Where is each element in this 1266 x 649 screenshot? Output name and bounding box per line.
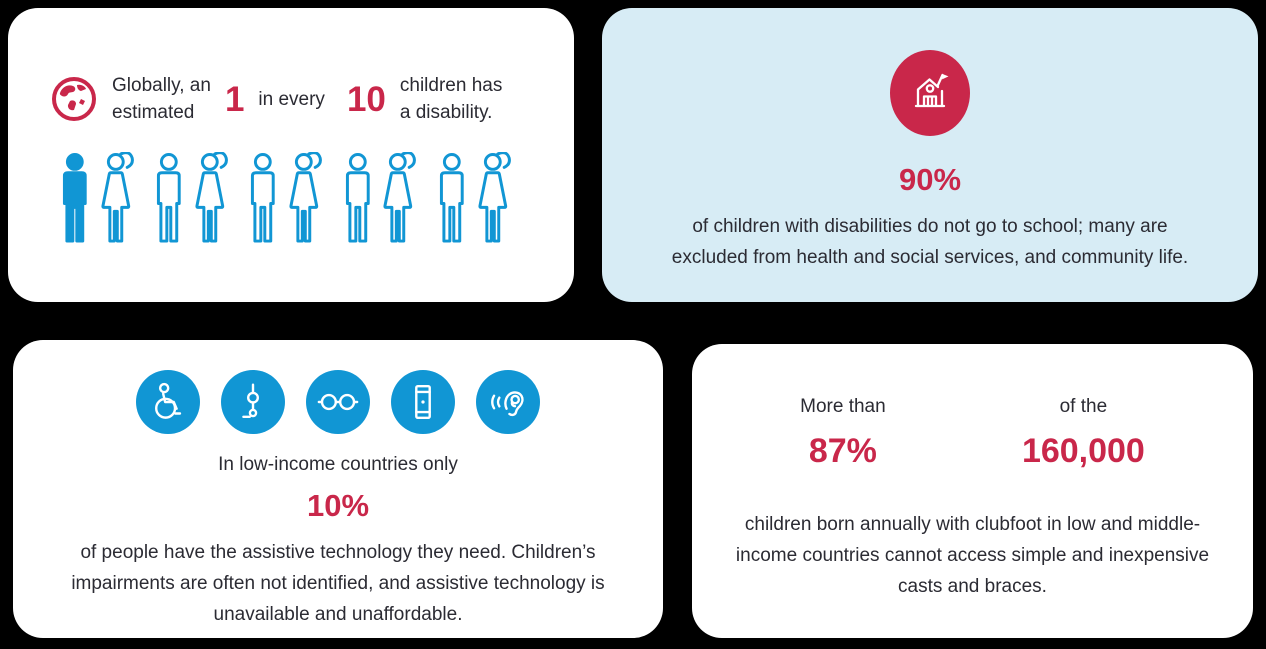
- card3-line2: impairments are often not identified, an…: [71, 573, 605, 594]
- card3-stat: 10%: [306, 488, 370, 523]
- card1-stat-ten: 10: [346, 79, 386, 119]
- card4-col2-stat: 160,000: [1021, 432, 1145, 470]
- card4-line2: income countries cannot access simple an…: [735, 545, 1210, 566]
- card3-paragraph: of people have the assistive technology …: [71, 537, 604, 630]
- person-icon-female: [475, 152, 515, 247]
- card1-intro-line1: Globally, an: [112, 75, 211, 96]
- card-assistive-technology-stat: In low-income countries only 10% of peop…: [13, 340, 663, 638]
- card4-line1: children born annually with clubfoot in …: [744, 514, 1201, 535]
- card-school-exclusion-stat: 90% of children with disabilities do not…: [602, 8, 1258, 302]
- card1-header: Globally, an estimated 1 in every 10 chi…: [8, 8, 574, 126]
- card4-columns: More than 87% of the 160,000: [692, 396, 1253, 471]
- card2-line1: of children with disabilities do not go …: [692, 216, 1168, 237]
- card4-col2-label: of the: [1059, 396, 1108, 417]
- card1-stat-one: 1: [224, 79, 245, 119]
- person-icon-female: [98, 152, 138, 247]
- card4-col1-stat: 87%: [808, 432, 877, 470]
- card2-line2: excluded from health and social services…: [671, 247, 1189, 268]
- card4-col1-label: More than: [800, 396, 886, 417]
- wheelchair-icon: [136, 370, 200, 434]
- people-row: [8, 152, 574, 247]
- card2-paragraph: of children with disabilities do not go …: [672, 211, 1188, 273]
- card2-stat: 90%: [898, 162, 962, 197]
- glasses-icon: [306, 370, 370, 434]
- card1-middle-text: in every: [258, 88, 325, 110]
- person-icon-female: [192, 152, 232, 247]
- person-icon-male: [435, 152, 469, 247]
- card-clubfoot-stat: More than 87% of the 160,000 children bo…: [692, 344, 1253, 638]
- school-icon: [906, 67, 954, 120]
- card4-paragraph: children born annually with clubfoot in …: [692, 509, 1253, 602]
- assistive-icons-row: [136, 370, 540, 434]
- globe-icon: [50, 75, 98, 123]
- card4-column-1: More than 87%: [800, 396, 886, 471]
- card1-tail-line1: children has: [399, 75, 503, 96]
- person-icon-male: [246, 152, 280, 247]
- card1-intro-line2: estimated: [112, 102, 195, 123]
- prosthetic-leg-icon: [221, 370, 285, 434]
- person-icon-female: [286, 152, 326, 247]
- card1-tail-line2: a disability.: [399, 102, 493, 123]
- person-icon-male: [341, 152, 375, 247]
- person-icon-male: [152, 152, 186, 247]
- phone-device-icon: [391, 370, 455, 434]
- school-icon-badge: [890, 50, 970, 136]
- card4-line3: casts and braces.: [898, 576, 1047, 597]
- card3-line3: unavailable and unaffordable.: [213, 604, 463, 625]
- card-global-disability-stat: Globally, an estimated 1 in every 10 chi…: [8, 8, 574, 302]
- person-icon-female: [380, 152, 420, 247]
- card3-intro: In low-income countries only: [218, 454, 458, 475]
- card3-line1: of people have the assistive technology …: [80, 542, 596, 563]
- person-icon-male-filled: [58, 152, 92, 247]
- card4-column-2: of the 160,000: [1022, 396, 1145, 471]
- hearing-ear-icon: [476, 370, 540, 434]
